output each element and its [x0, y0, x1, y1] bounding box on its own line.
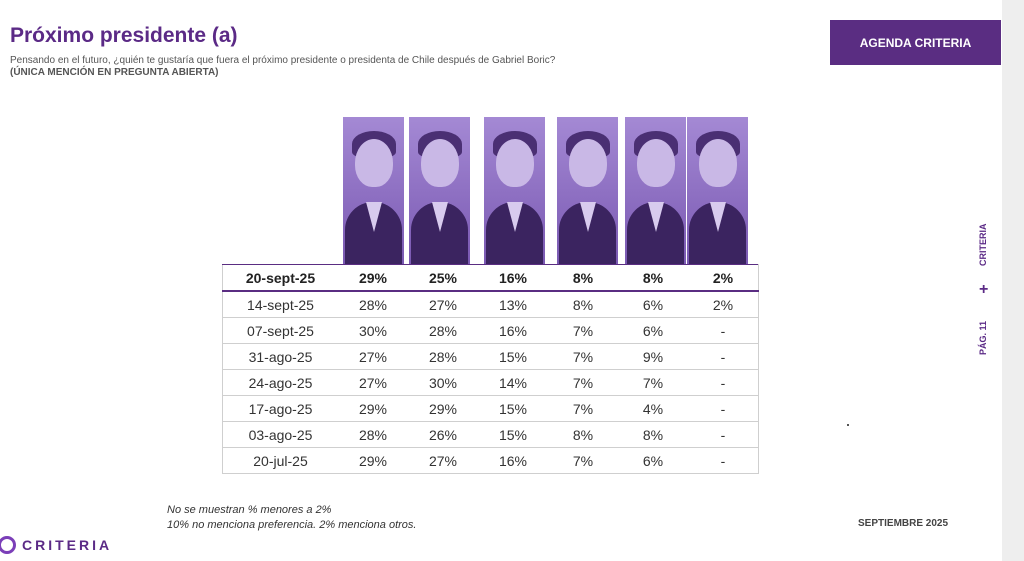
table-cell: 4%: [618, 395, 688, 422]
table-cell: 8%: [618, 421, 688, 448]
table-row: 07-sept-25 30% 28% 16% 7% 6% -: [222, 317, 759, 344]
table-row: 14-sept-25 28% 27% 13% 8% 6% 2%: [222, 291, 759, 318]
agenda-criteria-button[interactable]: AGENDA CRITERIA: [830, 20, 1001, 65]
portrait-head: [569, 139, 607, 187]
table-cell: 2%: [688, 291, 759, 318]
candidate-photo-6: [687, 117, 748, 264]
portrait-head: [496, 139, 534, 187]
candidate-photo-3: [484, 117, 545, 264]
table-cell: 25%: [408, 264, 478, 292]
table-cell: 9%: [618, 343, 688, 370]
table-cell: -: [688, 369, 759, 396]
table-cell: -: [688, 317, 759, 344]
table-cell: 29%: [338, 447, 408, 474]
row-date: 17-ago-25: [222, 395, 338, 422]
table-row: 03-ago-25 28% 26% 15% 8% 8% -: [222, 421, 759, 448]
table-row: 20-jul-25 29% 27% 16% 7% 6% -: [222, 447, 759, 474]
table-cell: 29%: [338, 395, 408, 422]
side-brand-label: CRITERIA: [978, 223, 988, 267]
table-cell: -: [688, 343, 759, 370]
table-cell: 15%: [478, 421, 548, 448]
results-table: 20-sept-25 29% 25% 16% 8% 8% 2% 14-sept-25 28% 27…: [222, 264, 759, 474]
row-date: 20-sept-25: [222, 264, 338, 292]
right-margin-strip: [1002, 0, 1024, 561]
table-cell: 27%: [408, 447, 478, 474]
table-row: 24-ago-25 27% 30% 14% 7% 7% -: [222, 369, 759, 396]
portrait-head: [637, 139, 675, 187]
candidate-photo-1: [343, 117, 404, 264]
portrait-head: [699, 139, 737, 187]
question-text: Pensando en el futuro, ¿quién te gustarí…: [10, 55, 556, 66]
table-cell: 28%: [338, 291, 408, 318]
table-cell: 26%: [408, 421, 478, 448]
table-cell: 7%: [548, 395, 618, 422]
row-date: 14-sept-25: [222, 291, 338, 318]
table-cell: 28%: [408, 317, 478, 344]
table-cell: 7%: [548, 369, 618, 396]
table-row: 17-ago-25 29% 29% 15% 7% 4% -: [222, 395, 759, 422]
table-cell: 8%: [618, 264, 688, 292]
table-cell: 15%: [478, 343, 548, 370]
footnote-preferences: 10% no menciona preferencia. 2% menciona…: [167, 519, 417, 531]
stray-dot: [847, 424, 849, 426]
table-cell: 29%: [338, 264, 408, 292]
candidate-photo-5: [625, 117, 686, 264]
candidate-photo-2: [409, 117, 470, 264]
criteria-logo-text: CRITERIA: [22, 537, 113, 553]
table-cell: 27%: [338, 369, 408, 396]
table-cell: 7%: [548, 447, 618, 474]
table-cell: 28%: [408, 343, 478, 370]
table-cell: 7%: [548, 317, 618, 344]
question-note: (ÚNICA MENCIÓN EN PREGUNTA ABIERTA): [10, 67, 219, 78]
table-cell: 7%: [548, 343, 618, 370]
table-cell: 28%: [338, 421, 408, 448]
criteria-logo-icon: [0, 536, 16, 554]
row-date: 07-sept-25: [222, 317, 338, 344]
table-cell: -: [688, 421, 759, 448]
row-date: 20-jul-25: [222, 447, 338, 474]
row-date: 31-ago-25: [222, 343, 338, 370]
report-date: SEPTIEMBRE 2025: [858, 518, 949, 529]
portrait-head: [421, 139, 459, 187]
footnote-minimum: No se muestran % menores a 2%: [167, 504, 332, 516]
table-cell: 6%: [618, 317, 688, 344]
table-row: 31-ago-25 27% 28% 15% 7% 9% -: [222, 343, 759, 370]
table-cell: 27%: [408, 291, 478, 318]
table-cell: 16%: [478, 264, 548, 292]
table-cell: 30%: [338, 317, 408, 344]
page-title: Próximo presidente (a): [10, 24, 238, 47]
row-date: 03-ago-25: [222, 421, 338, 448]
table-row: 20-sept-25 29% 25% 16% 8% 8% 2%: [222, 264, 759, 292]
table-cell: 15%: [478, 395, 548, 422]
table-cell: -: [688, 395, 759, 422]
table-cell: 29%: [408, 395, 478, 422]
table-cell: 13%: [478, 291, 548, 318]
table-cell: 30%: [408, 369, 478, 396]
table-cell: 8%: [548, 421, 618, 448]
table-cell: 16%: [478, 447, 548, 474]
table-cell: 6%: [618, 291, 688, 318]
table-cell: 16%: [478, 317, 548, 344]
table-cell: 14%: [478, 369, 548, 396]
table-cell: 7%: [618, 369, 688, 396]
table-cell: 6%: [618, 447, 688, 474]
candidate-photo-4: [557, 117, 618, 264]
criteria-logo: CRITERIA: [0, 536, 112, 554]
portrait-head: [355, 139, 393, 187]
table-cell: -: [688, 447, 759, 474]
table-cell: 27%: [338, 343, 408, 370]
table-cell: 8%: [548, 264, 618, 292]
table-cell: 2%: [688, 264, 759, 292]
page-number: PÁG. 11: [978, 320, 988, 355]
table-cell: 8%: [548, 291, 618, 318]
row-date: 24-ago-25: [222, 369, 338, 396]
plus-icon: +: [979, 281, 989, 298]
